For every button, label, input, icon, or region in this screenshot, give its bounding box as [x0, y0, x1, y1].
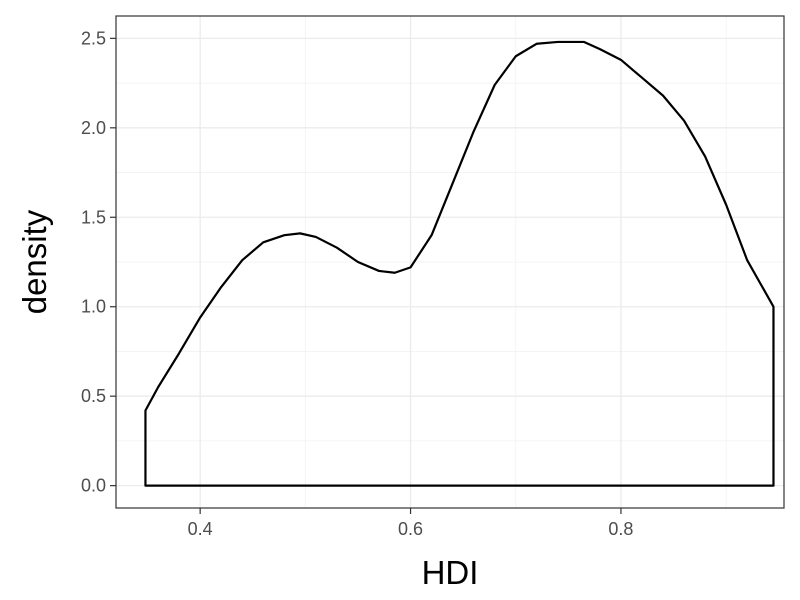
x-axis: 0.4 0.6 0.8 [188, 508, 633, 539]
grid [116, 16, 784, 508]
y-tick-label: 0.0 [81, 476, 106, 496]
y-axis-title: density [16, 209, 53, 314]
y-tick-label: 2.5 [81, 28, 106, 48]
x-axis-title: HDI [422, 554, 479, 591]
y-tick-label: 2.0 [81, 118, 106, 138]
y-tick-label: 1.0 [81, 297, 106, 317]
panel-border [115, 15, 785, 509]
density-curve [144, 40, 775, 487]
x-tick-label: 0.8 [608, 519, 633, 539]
x-tick-label: 0.6 [398, 519, 423, 539]
y-tick-label: 0.5 [81, 386, 106, 406]
x-tick-label: 0.4 [188, 519, 213, 539]
y-axis: 0.0 0.5 1.0 1.5 2.0 2.5 [81, 28, 116, 496]
y-tick-label: 1.5 [81, 207, 106, 227]
